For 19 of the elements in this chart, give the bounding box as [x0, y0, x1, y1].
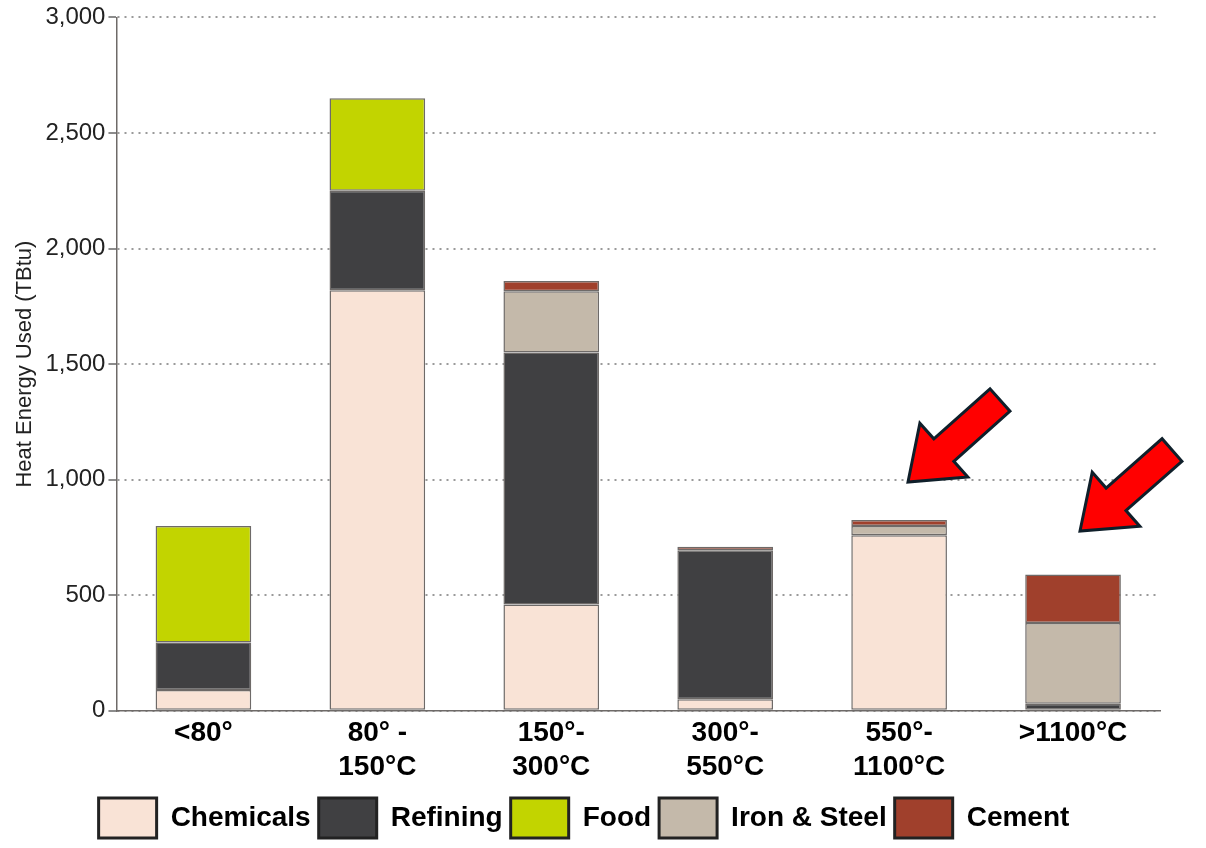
legend-label: Iron & Steel: [731, 800, 887, 832]
y-tick-label: 2,500: [45, 117, 106, 145]
legend-label: Cement: [966, 800, 1070, 832]
x-tick-label: >1100°C: [1018, 716, 1128, 748]
y-tick-label: 1,000: [45, 464, 106, 492]
legend-label: Chemicals: [170, 800, 311, 832]
x-tick-label: 550°-1100°C: [853, 716, 946, 781]
y-axis-title: Heat Energy Used (TBtu): [11, 240, 37, 488]
y-tick-label: 500: [65, 579, 106, 607]
y-tick-label: 2,000: [45, 233, 106, 261]
x-tick-label: 150°-300°C: [512, 716, 591, 781]
y-tick-label: 0: [92, 695, 106, 723]
x-tick-label: 300°-550°C: [686, 716, 765, 781]
y-tick-label: 1,500: [45, 348, 106, 376]
legend-label: Food: [582, 800, 652, 832]
x-tick-label: <80°: [174, 716, 233, 748]
legend-label: Refining: [390, 800, 503, 832]
y-tick-label: 3,000: [45, 2, 106, 30]
x-tick-label: 80° - 150°C: [338, 716, 417, 781]
